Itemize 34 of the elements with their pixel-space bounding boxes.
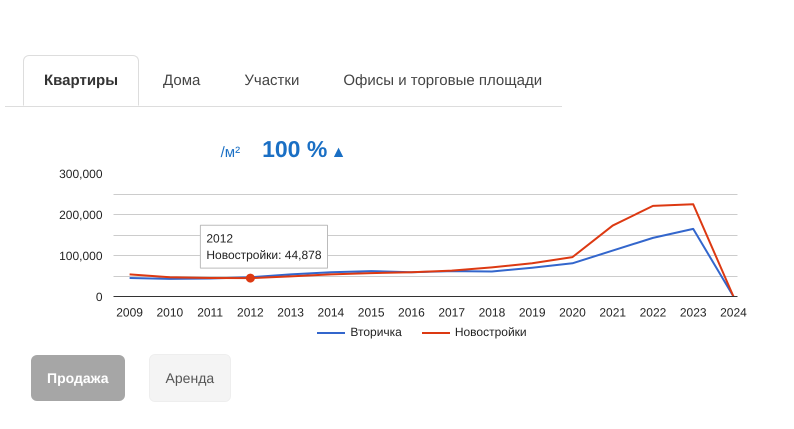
text: Дома <box>162 71 202 91</box>
y-tick-label: 0 <box>96 290 103 304</box>
text: Аренда <box>148 354 232 402</box>
y-tick-label: 100,000 <box>59 249 103 263</box>
x-tick-label: 2011 <box>197 306 224 320</box>
x-tick-label: 2014 <box>318 306 345 320</box>
text: Офисы и торговые площади <box>342 71 544 91</box>
x-tick-label: 2010 <box>156 306 184 320</box>
y-tick-label: 300,000 <box>59 167 103 181</box>
line-series <box>128 203 734 296</box>
x-tick-label: 2018 <box>478 306 506 320</box>
x-tick-label: 2019 <box>518 306 546 320</box>
text: 100 % <box>262 136 328 162</box>
x-tick-label: 2013 <box>277 306 304 320</box>
x-tick-label: 2021 <box>599 306 626 320</box>
x-tick-label: 2022 <box>640 306 667 320</box>
x-tick-label: 2024 <box>720 306 748 320</box>
annotation: 2012 Новостройки: 44,878 <box>206 231 322 262</box>
text: Квартиры <box>23 55 140 106</box>
y-tick-label: 200,000 <box>59 208 103 222</box>
text: ▲ <box>330 144 346 162</box>
text: Продажа <box>31 355 125 401</box>
legend-label: Вторичка <box>350 325 402 339</box>
x-tick-label: 2009 <box>116 306 144 320</box>
text: /м² <box>220 144 240 162</box>
text: Участки <box>243 71 300 91</box>
x-tick-label: 2023 <box>680 306 707 320</box>
line-series <box>128 228 734 296</box>
x-tick-label: 2012 <box>237 306 264 320</box>
legend-label: Новостройки <box>454 325 527 339</box>
x-tick-label: 2015 <box>358 306 385 320</box>
x-tick-label: 2016 <box>398 306 426 320</box>
x-tick-label: 2020 <box>559 306 586 320</box>
x-tick-label: 2017 <box>438 306 466 320</box>
